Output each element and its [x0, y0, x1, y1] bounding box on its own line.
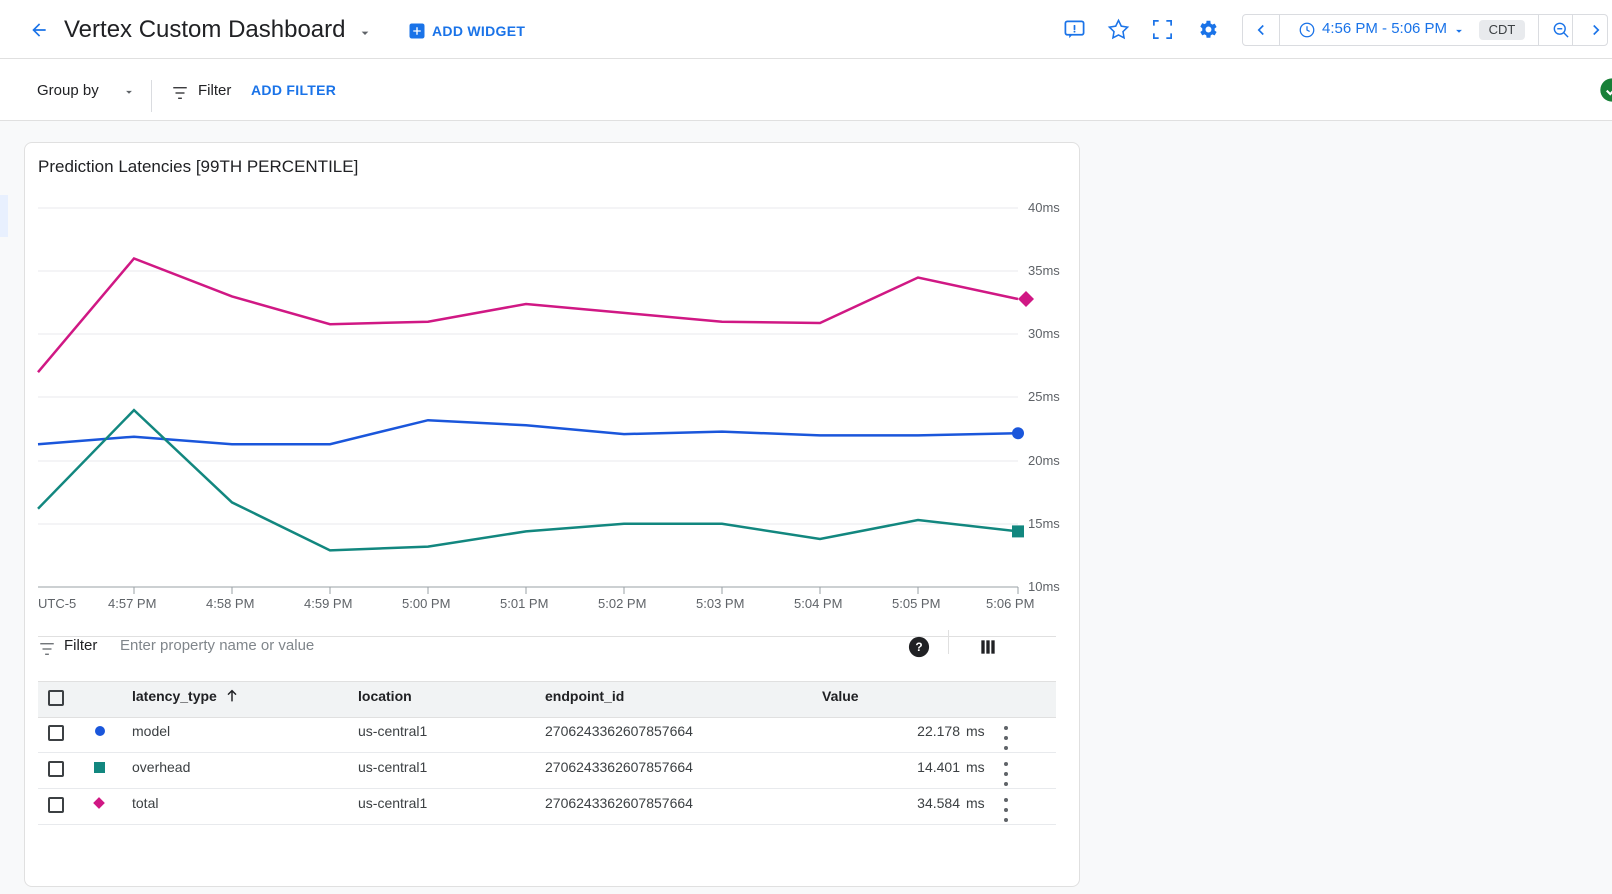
- svg-text:5:01 PM: 5:01 PM: [500, 596, 548, 611]
- svg-text:15ms: 15ms: [1028, 516, 1060, 531]
- svg-text:5:05 PM: 5:05 PM: [892, 596, 940, 611]
- svg-text:5:06 PM: 5:06 PM: [986, 596, 1034, 611]
- svg-text:4:57 PM: 4:57 PM: [108, 596, 156, 611]
- svg-text:30ms: 30ms: [1028, 326, 1060, 341]
- svg-text:20ms: 20ms: [1028, 453, 1060, 468]
- svg-text:10ms: 10ms: [1028, 579, 1060, 594]
- svg-text:5:03 PM: 5:03 PM: [696, 596, 744, 611]
- svg-text:25ms: 25ms: [1028, 389, 1060, 404]
- svg-text:5:02 PM: 5:02 PM: [598, 596, 646, 611]
- svg-text:5:04 PM: 5:04 PM: [794, 596, 842, 611]
- svg-text:40ms: 40ms: [1028, 200, 1060, 215]
- svg-text:4:59 PM: 4:59 PM: [304, 596, 352, 611]
- svg-text:4:58 PM: 4:58 PM: [206, 596, 254, 611]
- svg-text:35ms: 35ms: [1028, 263, 1060, 278]
- svg-text:UTC-5: UTC-5: [38, 596, 76, 611]
- svg-text:?: ?: [915, 640, 922, 654]
- svg-text:5:00 PM: 5:00 PM: [402, 596, 450, 611]
